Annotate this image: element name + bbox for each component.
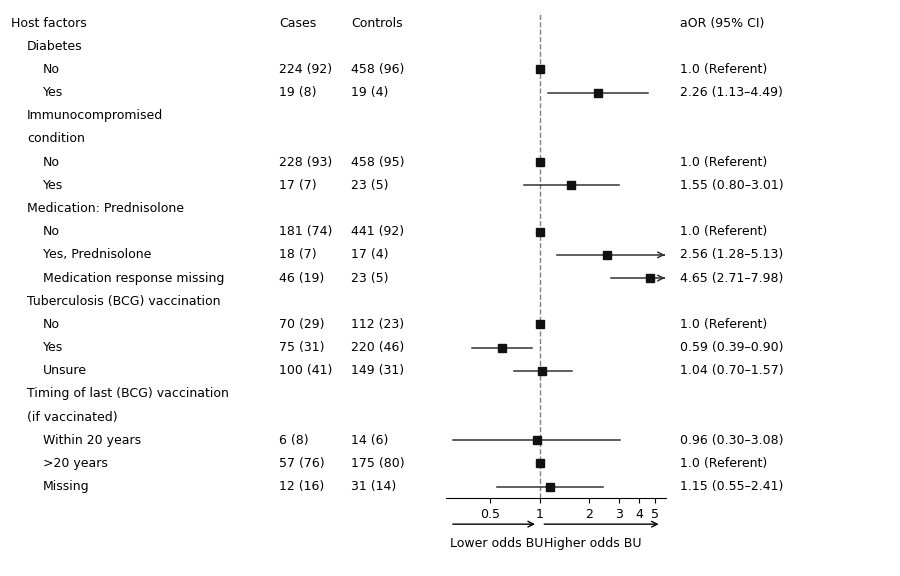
- Text: 224 (92): 224 (92): [279, 63, 332, 76]
- Text: Unsure: Unsure: [43, 364, 87, 377]
- Text: Within 20 years: Within 20 years: [43, 434, 141, 447]
- Text: 0.96 (0.30–3.08): 0.96 (0.30–3.08): [680, 434, 783, 447]
- Text: 112 (23): 112 (23): [351, 318, 404, 331]
- Text: 100 (41): 100 (41): [279, 364, 332, 377]
- Text: 2.26 (1.13–4.49): 2.26 (1.13–4.49): [680, 86, 782, 99]
- Text: 1.55 (0.80–3.01): 1.55 (0.80–3.01): [680, 179, 783, 192]
- Text: 228 (93): 228 (93): [279, 156, 332, 169]
- Text: 31 (14): 31 (14): [351, 480, 396, 493]
- Text: 4.65 (2.71–7.98): 4.65 (2.71–7.98): [680, 271, 783, 285]
- Text: No: No: [43, 318, 60, 331]
- Text: aOR (95% CI): aOR (95% CI): [680, 17, 764, 29]
- Text: Lower odds BU: Lower odds BU: [450, 537, 544, 551]
- Text: 1.0 (Referent): 1.0 (Referent): [680, 457, 767, 470]
- Text: No: No: [43, 63, 60, 76]
- Text: 458 (95): 458 (95): [351, 156, 404, 169]
- Text: 1.0 (Referent): 1.0 (Referent): [680, 225, 767, 238]
- Text: 57 (76): 57 (76): [279, 457, 325, 470]
- Text: 441 (92): 441 (92): [351, 225, 404, 238]
- Text: (if vaccinated): (if vaccinated): [27, 411, 118, 423]
- Text: No: No: [43, 156, 60, 169]
- Text: Yes: Yes: [43, 341, 63, 354]
- Text: Yes: Yes: [43, 179, 63, 192]
- Text: 175 (80): 175 (80): [351, 457, 405, 470]
- Text: 149 (31): 149 (31): [351, 364, 404, 377]
- Text: Missing: Missing: [43, 480, 90, 493]
- Text: Host factors: Host factors: [11, 17, 86, 29]
- Text: 14 (6): 14 (6): [351, 434, 389, 447]
- Text: condition: condition: [27, 132, 85, 146]
- Text: 19 (8): 19 (8): [279, 86, 317, 99]
- Text: Tuberculosis (BCG) vaccination: Tuberculosis (BCG) vaccination: [27, 295, 220, 308]
- Text: 0.59 (0.39–0.90): 0.59 (0.39–0.90): [680, 341, 783, 354]
- Text: 19 (4): 19 (4): [351, 86, 389, 99]
- Text: 1.0 (Referent): 1.0 (Referent): [680, 63, 767, 76]
- Text: 70 (29): 70 (29): [279, 318, 325, 331]
- Text: 1.0 (Referent): 1.0 (Referent): [680, 318, 767, 331]
- Text: Controls: Controls: [351, 17, 402, 29]
- Text: 2.56 (1.28–5.13): 2.56 (1.28–5.13): [680, 248, 783, 262]
- Text: 1.0 (Referent): 1.0 (Referent): [680, 156, 767, 169]
- Text: 23 (5): 23 (5): [351, 271, 389, 285]
- Text: 12 (16): 12 (16): [279, 480, 324, 493]
- Text: 1.15 (0.55–2.41): 1.15 (0.55–2.41): [680, 480, 783, 493]
- Text: No: No: [43, 225, 60, 238]
- Text: Higher odds BU: Higher odds BU: [544, 537, 642, 551]
- Text: 17 (7): 17 (7): [279, 179, 317, 192]
- Text: 1.04 (0.70–1.57): 1.04 (0.70–1.57): [680, 364, 783, 377]
- Text: Immunocompromised: Immunocompromised: [27, 109, 163, 122]
- Text: Timing of last (BCG) vaccination: Timing of last (BCG) vaccination: [27, 388, 229, 400]
- Text: 18 (7): 18 (7): [279, 248, 317, 262]
- Text: Cases: Cases: [279, 17, 316, 29]
- Text: 23 (5): 23 (5): [351, 179, 389, 192]
- Text: Yes, Prednisolone: Yes, Prednisolone: [43, 248, 151, 262]
- Text: Diabetes: Diabetes: [27, 40, 83, 53]
- Text: Medication response missing: Medication response missing: [43, 271, 225, 285]
- Text: 6 (8): 6 (8): [279, 434, 309, 447]
- Text: 46 (19): 46 (19): [279, 271, 324, 285]
- Text: Medication: Prednisolone: Medication: Prednisolone: [27, 202, 184, 215]
- Text: 75 (31): 75 (31): [279, 341, 325, 354]
- Text: 458 (96): 458 (96): [351, 63, 404, 76]
- Text: Yes: Yes: [43, 86, 63, 99]
- Text: 181 (74): 181 (74): [279, 225, 332, 238]
- Text: 220 (46): 220 (46): [351, 341, 404, 354]
- Text: >20 years: >20 years: [43, 457, 108, 470]
- Text: 17 (4): 17 (4): [351, 248, 389, 262]
